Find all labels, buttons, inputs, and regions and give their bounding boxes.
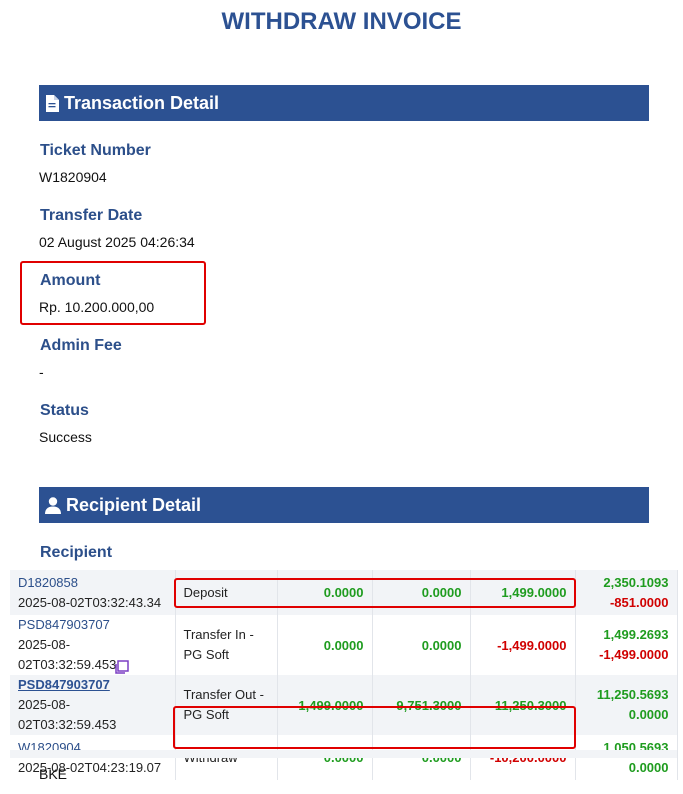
highlight-box <box>174 578 576 608</box>
recipient-value: BKE <box>39 766 68 782</box>
amount: 11,250.3000 <box>470 675 576 735</box>
field-label: Ticket Number <box>40 142 151 159</box>
amount: 0.0000 <box>277 615 373 675</box>
user-icon <box>45 496 61 514</box>
balance: 1,499.2693 <box>603 627 669 642</box>
balance: 11,250.5693 <box>596 687 669 702</box>
section-heading: Recipient Detail <box>66 494 202 515</box>
change: -1,499.0000 <box>599 647 669 662</box>
table-row: PSD847903707 2025-08-02T03:32:59.453 Tran… <box>10 675 678 735</box>
date: 2025-08-02T03:32:59.453 <box>18 637 117 672</box>
section-bar: Recipient Detail <box>39 487 649 523</box>
partial-row <box>10 750 677 758</box>
change: -851.0000 <box>609 594 669 610</box>
amount: -1,499.0000 <box>470 615 576 675</box>
ref-id: PSD847903707 <box>18 617 110 632</box>
highlight-box <box>173 706 576 749</box>
field-label: Recipient <box>40 544 113 561</box>
field-value: Rp. 10.200.000,00 <box>39 299 155 315</box>
section-bar: Transaction Detail <box>39 85 649 121</box>
amount: 1,499.0000 <box>277 675 373 735</box>
type: Deposit <box>183 584 228 600</box>
field-value: - <box>39 364 44 380</box>
copy-icon[interactable] <box>114 660 129 675</box>
field-value: 02 August 2025 04:26:34 <box>39 234 195 250</box>
balance: 2,350.1093 <box>603 574 669 590</box>
type: Transfer Out - PG Soft <box>183 687 264 722</box>
date: 2025-08-02T03:32:59.453 <box>18 697 117 732</box>
field-value: W1820904 <box>39 169 107 185</box>
field-label: Amount <box>40 272 101 289</box>
doc-icon <box>46 94 59 112</box>
table-row: PSD847903707 2025-08-02T03:32:59.453 Tran… <box>10 615 678 675</box>
ref-id: D1820858 <box>18 574 78 590</box>
highlight-box <box>20 261 206 325</box>
change: 0.0000 <box>628 707 669 722</box>
type: Transfer In - PG Soft <box>183 627 254 662</box>
field-label: Admin Fee <box>40 337 122 354</box>
page-title: WITHDRAW INVOICE <box>221 8 462 35</box>
field-value: Success <box>39 429 92 445</box>
ref-link[interactable]: PSD847903707 <box>18 677 110 692</box>
field-label: Transfer Date <box>40 207 143 224</box>
amount: 9,751.3000 <box>372 675 471 735</box>
date: 2025-08-02T04:23:19.07 <box>18 759 162 775</box>
date: 2025-08-02T03:32:43.34 <box>18 594 162 610</box>
section-heading: Transaction Detail <box>64 92 220 113</box>
field-label: Status <box>40 402 89 419</box>
change: 0.0000 <box>628 759 669 775</box>
amount: 0.0000 <box>372 615 471 675</box>
